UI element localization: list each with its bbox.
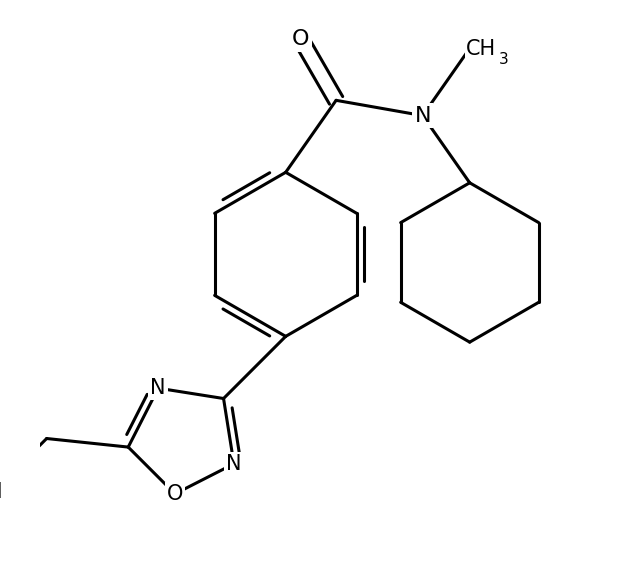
Text: CH: CH <box>467 39 497 58</box>
Text: N: N <box>226 454 242 474</box>
Text: O: O <box>167 484 183 504</box>
Text: N: N <box>414 105 431 126</box>
Text: 3: 3 <box>499 52 509 67</box>
Text: N: N <box>150 378 166 398</box>
Text: Cl: Cl <box>0 482 4 503</box>
Text: O: O <box>292 30 310 49</box>
